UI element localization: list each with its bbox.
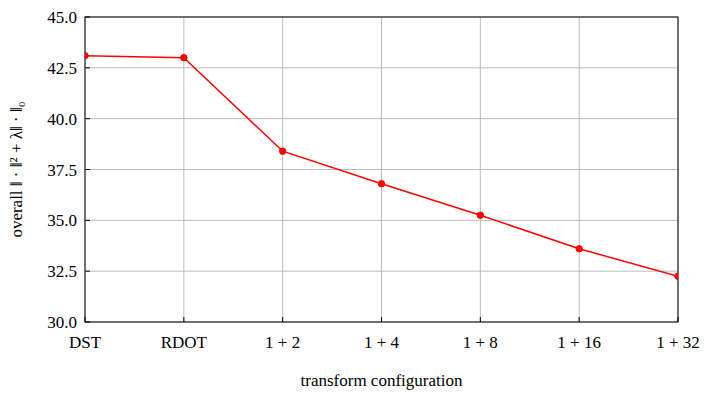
x-tick-label: DST <box>69 333 102 352</box>
plot-frame <box>85 17 678 322</box>
x-tick-label: 1 + 8 <box>463 333 498 352</box>
chart-svg: 30.0 32.5 35.0 37.5 40.0 42.5 45.0 DST RDOT 1 + 2… <box>0 0 710 397</box>
data-line <box>85 56 678 277</box>
chart-container: 30.0 32.5 35.0 37.5 40.0 42.5 45.0 DST RDOT 1 + 2… <box>0 0 710 397</box>
y-tick <box>85 118 90 119</box>
y-tick <box>85 67 90 68</box>
x-tick-label: 1 + 32 <box>656 333 700 352</box>
y-tick <box>85 169 90 170</box>
x-tick <box>282 317 283 322</box>
y-tick-label: 45.0 <box>47 8 77 27</box>
y-axis-label: overall ‖ · ‖² + λ‖ · ‖₀ <box>7 101 26 237</box>
y-tick-label: 32.5 <box>47 262 77 281</box>
x-tick-label: 1 + 2 <box>265 333 300 352</box>
data-point <box>85 52 88 58</box>
x-tick <box>480 317 481 322</box>
x-axis-label: transform configuration <box>301 371 463 390</box>
grid-line-x <box>579 17 580 322</box>
x-tick <box>579 317 580 322</box>
y-tick-label: 30.0 <box>47 313 77 332</box>
y-tick-label: 42.5 <box>47 59 77 78</box>
y-tick <box>85 271 90 272</box>
data-point <box>576 246 582 252</box>
x-tick-label: RDOT <box>161 333 208 352</box>
y-tick-label: 35.0 <box>47 211 77 230</box>
data-point <box>181 54 187 60</box>
y-tick-label: 37.5 <box>47 161 77 180</box>
grid-line-x <box>282 17 283 322</box>
grid-line-x <box>381 17 382 322</box>
y-tick <box>85 220 90 221</box>
y-tick-label: 40.0 <box>47 110 77 129</box>
x-tick <box>381 317 382 322</box>
x-tick-label: 1 + 16 <box>557 333 601 352</box>
data-group <box>85 52 678 279</box>
data-point <box>279 148 285 154</box>
data-point <box>477 212 483 218</box>
data-point <box>378 181 384 187</box>
grid-line-x <box>480 17 481 322</box>
data-point <box>675 273 678 279</box>
grid-line-x <box>183 17 184 322</box>
x-tick <box>183 317 184 322</box>
x-tick-label: 1 + 4 <box>364 333 400 352</box>
